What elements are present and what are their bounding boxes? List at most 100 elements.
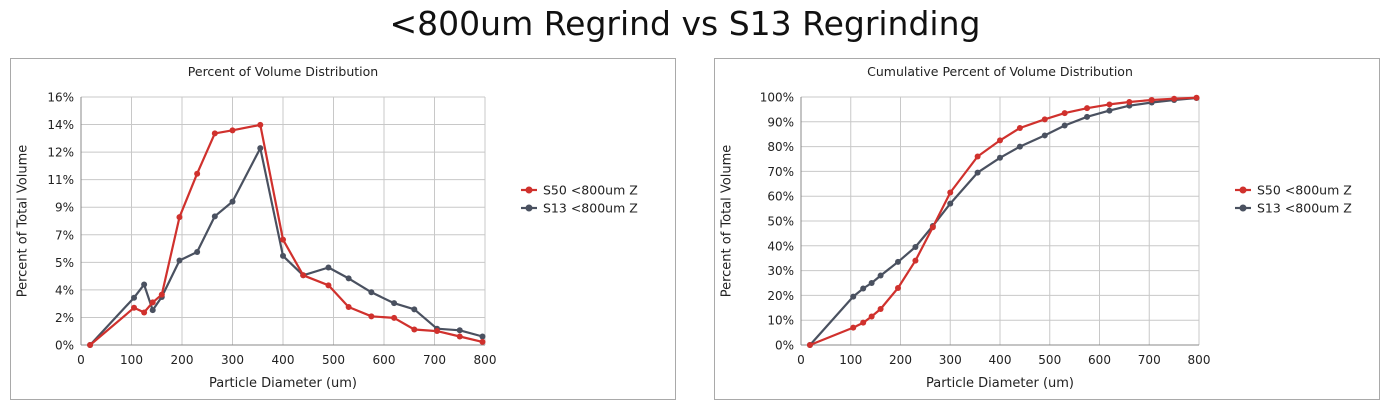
y-tick-label: 50%: [767, 215, 794, 229]
legend-label: S50 <800um Z: [543, 183, 638, 198]
data-point: [141, 281, 148, 288]
data-point: [149, 299, 156, 306]
x-axis-label: Particle Diameter (um): [209, 376, 357, 391]
x-tick-label: 500: [322, 353, 345, 367]
data-point: [176, 257, 183, 264]
x-tick-label: 400: [989, 353, 1012, 367]
data-point: [158, 291, 165, 298]
y-tick-label: 30%: [767, 264, 794, 278]
data-point: [997, 154, 1003, 161]
y-tick-label: 2%: [55, 311, 74, 325]
grid-lines: [800, 96, 1200, 346]
data-point: [1148, 96, 1155, 103]
y-tick-label: 14%: [47, 118, 74, 132]
y-tick-label: 12%: [47, 146, 74, 160]
cumulative-distribution-plot: Cumulative Percent of Volume Distributio…: [720, 64, 1352, 391]
data-point: [211, 213, 218, 220]
data-point: [1016, 125, 1023, 131]
legend-swatch-marker: [1239, 186, 1247, 194]
cumulative-distribution-chart: Cumulative Percent of Volume Distributio…: [714, 58, 1380, 400]
data-point: [229, 198, 236, 205]
data-point: [1171, 95, 1178, 102]
data-point: [391, 300, 398, 307]
legend: S50 <800um Z S13 <800um Z: [521, 183, 638, 216]
data-point: [300, 272, 307, 279]
volume-distribution-plot: Percent of Volume Distribution 0 100 200 300…: [16, 64, 638, 391]
data-point: [929, 224, 936, 231]
legend: S50 <800um Z S13 <800um Z: [1235, 183, 1352, 216]
data-point: [149, 307, 156, 314]
data-point: [345, 304, 352, 311]
legend-label: S13 <800um Z: [1257, 201, 1352, 216]
x-tick-label: 600: [373, 353, 396, 367]
x-tick-label: 300: [939, 353, 962, 367]
y-tick-label: 0%: [55, 339, 74, 353]
y-tick-label: 20%: [767, 289, 794, 303]
data-point: [997, 137, 1003, 144]
data-point: [1106, 101, 1113, 108]
data-point: [895, 258, 902, 265]
data-point: [280, 252, 286, 259]
data-point: [194, 249, 201, 255]
data-point: [131, 304, 138, 311]
x-tick-label: 700: [423, 353, 446, 367]
x-tick-label: 700: [1138, 353, 1161, 367]
data-point: [1084, 113, 1091, 120]
series-s50: [87, 121, 486, 348]
y-tick-label: 10%: [767, 314, 794, 328]
y-tick-label: 70%: [767, 165, 794, 179]
data-point: [87, 342, 94, 348]
data-point: [229, 127, 236, 134]
data-point: [141, 309, 148, 316]
x-axis-label: Particle Diameter (um): [926, 376, 1074, 391]
y-tick-label: 80%: [767, 140, 794, 154]
chart-title: Cumulative Percent of Volume Distributio…: [867, 64, 1133, 79]
x-tick-label: 200: [171, 353, 194, 367]
data-point: [1041, 132, 1048, 139]
data-point: [974, 153, 981, 160]
legend-swatch-marker: [1239, 204, 1247, 212]
y-tick-label: 0%: [775, 339, 794, 353]
y-tick-label: 4%: [55, 283, 74, 297]
data-point: [194, 170, 201, 177]
legend-swatch-marker: [525, 186, 533, 194]
data-point: [850, 293, 857, 300]
data-point: [368, 313, 375, 320]
y-tick-label: 11%: [47, 173, 74, 187]
data-point: [1084, 105, 1091, 112]
legend-label: S13 <800um Z: [543, 201, 638, 216]
data-point: [456, 327, 463, 334]
data-point: [860, 285, 867, 292]
y-tick-label: 7%: [55, 228, 74, 242]
y-tick-label: 5%: [55, 256, 74, 270]
data-point: [434, 328, 441, 335]
series-s50: [806, 94, 1200, 348]
slide-title: <800um Regrind vs S13 Regrinding: [389, 4, 981, 43]
data-point: [411, 306, 418, 313]
data-point: [947, 189, 954, 196]
data-point: [368, 289, 375, 296]
y-tick-label: 40%: [767, 239, 794, 253]
x-tick-label: 200: [889, 353, 912, 367]
data-point: [391, 314, 398, 321]
data-point: [1193, 94, 1200, 101]
x-tick-label: 800: [1188, 353, 1211, 367]
data-point: [479, 333, 486, 340]
y-tick-label: 9%: [55, 201, 74, 215]
y-tick-label: 90%: [767, 115, 794, 129]
data-point: [345, 275, 352, 282]
x-tick-label: 300: [221, 353, 244, 367]
x-tick-label: 400: [272, 353, 295, 367]
data-point: [974, 169, 981, 176]
data-point: [868, 313, 875, 320]
y-tick-label: 100%: [760, 91, 794, 105]
data-point: [895, 284, 902, 291]
data-point: [1016, 143, 1023, 150]
x-tick-label: 0: [77, 353, 85, 367]
data-point: [176, 214, 183, 221]
data-point: [947, 200, 954, 207]
x-tick-label: 600: [1088, 353, 1111, 367]
y-axis-label: Percent of Total Volume: [16, 145, 31, 298]
data-point: [806, 342, 813, 348]
data-point: [280, 236, 286, 243]
